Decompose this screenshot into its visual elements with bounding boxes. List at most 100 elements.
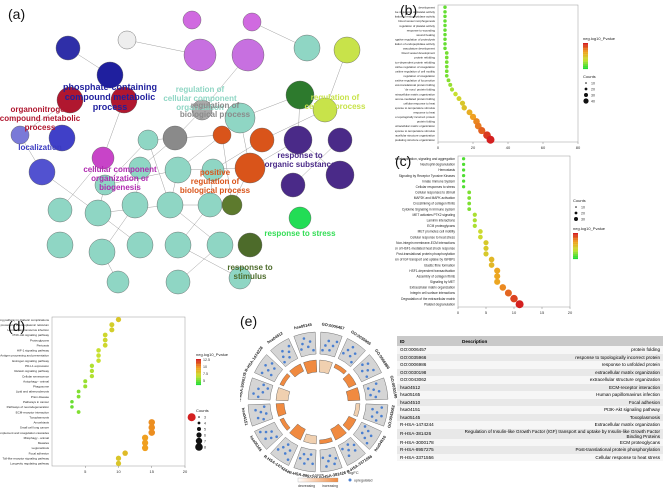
category-label: Cellular responses to stimuli (415, 191, 455, 195)
data-point (461, 105, 467, 111)
category-label: Complement and coagulation cascades (0, 431, 49, 435)
sector-gene-dot (261, 390, 265, 394)
size-legend-dot (196, 432, 202, 438)
data-point (115, 455, 122, 461)
sector-zscore-bar (303, 433, 317, 445)
sector-gene-dot (266, 369, 270, 372)
sector-gene-dot (287, 344, 291, 348)
data-point (453, 91, 458, 97)
data-point (499, 284, 507, 291)
category-label: Small cell lung cancer (20, 426, 49, 430)
sector-gene-dot (286, 458, 290, 461)
color-legend-swatch (573, 233, 578, 235)
network-node (242, 12, 262, 32)
color-legend-swatch (583, 57, 588, 59)
network-label: response to stress (264, 229, 336, 238)
category-label: positive regulation of locomotion (395, 79, 435, 83)
size-legend-dot (197, 421, 201, 425)
category-label: Regulation of IGF transport and uptake b… (395, 258, 455, 262)
category-label: Assembly of collagen fibrils (417, 274, 456, 278)
category-label: Regulation of HSF1-mediated heat shock r… (395, 246, 455, 250)
x-tick-label: 5 (485, 310, 488, 315)
network-node (288, 206, 312, 230)
size-legend-value: 20 (591, 87, 595, 91)
sector-label: hsa05145 (294, 322, 313, 331)
color-legend-swatch (583, 62, 588, 64)
data-point (478, 127, 486, 135)
category-label: 'de novo' post-translational protein fol… (395, 83, 435, 87)
color-legend-swatch (196, 382, 201, 384)
sector-gene-dot (370, 415, 374, 418)
size-legend-value: 30 (591, 93, 595, 97)
sector-gene-dot (380, 406, 384, 409)
size-legend-title: Counts (196, 408, 209, 413)
upregulated-dot (348, 478, 352, 482)
color-legend-swatch (196, 361, 201, 363)
data-point (444, 55, 449, 60)
legend-decreasing: decreasing (298, 484, 315, 488)
category-label: protein refolding (414, 56, 435, 60)
sector-gene-dot (369, 434, 373, 438)
panel-label-c: (c) (395, 153, 412, 169)
network-edge (104, 139, 149, 186)
size-legend-dot (583, 98, 589, 104)
color-legend-swatch (583, 43, 588, 45)
sector-zscore-bar (289, 423, 306, 441)
sector-gene-dot (264, 430, 268, 434)
color-legend-swatch (573, 244, 578, 247)
cell-id: R-HSA-1474244 (397, 421, 459, 429)
network-node (121, 191, 149, 219)
sector-gene-dot (347, 448, 350, 452)
cell-id: R-HSA-8957275 (397, 446, 459, 454)
data-point (109, 327, 115, 333)
category-label: chaperone cofactor-dependent protein ref… (395, 60, 435, 64)
data-point (115, 316, 122, 323)
cell-id: hsa05145 (397, 413, 459, 421)
category-label: vasculature development (403, 47, 435, 51)
cell-id: hsa04510 (397, 398, 459, 406)
sector-label: GO:0006457 (321, 321, 345, 331)
sector-gene-dot (321, 456, 325, 460)
size-legend-value: 20 (581, 211, 585, 215)
category-label: response to topologically incorrect prot… (395, 115, 435, 119)
category-label: Longevity regulating pathway (10, 462, 49, 466)
size-legend-value: 30 (581, 217, 585, 221)
network-node (48, 124, 76, 152)
x-tick-label: 80 (576, 145, 581, 150)
category-label: Laminin interactions (427, 219, 456, 223)
sector-zscore-bar (330, 423, 347, 441)
color-legend-swatch (196, 366, 201, 369)
network-node (46, 231, 74, 259)
color-legend-swatch (583, 67, 588, 70)
sector-gene-dot (352, 443, 356, 447)
table-row: R-HSA-3000178 ECM proteoglycans (397, 438, 663, 446)
network-node (191, 99, 213, 121)
data-point (109, 322, 115, 328)
data-point (83, 379, 88, 384)
sector-gene-dot (269, 373, 273, 377)
data-point (483, 240, 489, 246)
color-legend-swatch (583, 66, 588, 68)
data-point (70, 405, 74, 409)
network-node (28, 158, 56, 186)
plot-frame (437, 4, 579, 143)
cell-id: R-HSA-3000178 (397, 438, 459, 446)
data-point (444, 73, 449, 78)
table-row: GO:0035966 response to topologically inco… (397, 353, 663, 361)
legend-upregulated: upregulated (354, 478, 373, 482)
table-row: GO:0043062 extracellular structure organi… (397, 376, 663, 384)
size-legend-dot (584, 87, 588, 91)
category-label: Proteoglycans (30, 338, 50, 342)
data-point (141, 444, 149, 452)
sector-gene-dot (348, 354, 352, 358)
data-point (472, 223, 477, 229)
color-legend-swatch (196, 369, 201, 371)
network-label: regulation of cellular component organizat… (163, 85, 237, 112)
category-label: Phagosome (33, 385, 49, 389)
color-legend-swatch (583, 56, 588, 58)
panel-label-a: (a) (8, 6, 26, 22)
network-node (312, 97, 338, 123)
color-legend-swatch (583, 61, 588, 63)
network-node (91, 146, 115, 170)
x-tick-label: 5 (84, 469, 87, 474)
